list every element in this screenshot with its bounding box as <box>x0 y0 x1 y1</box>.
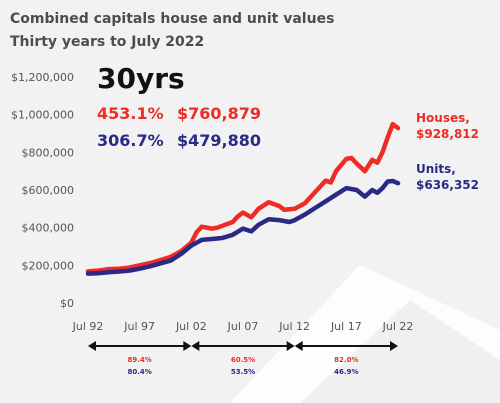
headline-30yrs: 30yrs <box>97 62 185 95</box>
houses-value-change: $760,879 <box>177 104 262 123</box>
period-arrow-head-right <box>390 341 398 351</box>
period-arrow-head-left <box>88 341 96 351</box>
period-units-growth: 80.4% <box>128 368 152 376</box>
y-tick-label: $200,000 <box>22 259 75 272</box>
period-arrow-head-left <box>294 341 303 351</box>
chart-subtitle: Thirty years to July 2022 <box>10 34 205 50</box>
x-tick-label: Jul 17 <box>330 320 362 333</box>
series-value-units: $636,352 <box>416 178 479 192</box>
period-houses-growth: 82.0% <box>334 356 358 364</box>
y-tick-label: $800,000 <box>22 146 75 159</box>
houses-growth-pct: 453.1% <box>97 104 164 123</box>
x-tick-label: Jul 02 <box>175 320 207 333</box>
x-tick-label: Jul 12 <box>278 320 310 333</box>
x-tick-label: Jul 97 <box>123 320 155 333</box>
period-units-growth: 46.9% <box>334 368 358 376</box>
period-arrow-head-right <box>286 341 295 351</box>
series-value-houses: $928,812 <box>416 127 479 141</box>
y-tick-label: $400,000 <box>22 222 75 235</box>
units-growth-pct: 306.7% <box>97 131 164 150</box>
y-tick-label: $1,000,000 <box>11 109 74 122</box>
period-arrow-head-left <box>191 341 200 351</box>
period-houses-growth: 89.4% <box>128 356 152 364</box>
y-tick-label: $0 <box>60 297 74 310</box>
period-units-growth: 53.5% <box>231 368 255 376</box>
period-arrow-head-right <box>183 341 192 351</box>
period-houses-growth: 60.5% <box>231 356 255 364</box>
series-line-units <box>85 178 401 276</box>
x-tick-label: Jul 22 <box>382 320 414 333</box>
units-value-change: $479,880 <box>177 131 262 150</box>
x-tick-label: Jul 07 <box>227 320 259 333</box>
y-tick-label: $600,000 <box>22 184 75 197</box>
x-tick-label: Jul 92 <box>72 320 104 333</box>
chart-title: Combined capitals house and unit values <box>10 11 335 27</box>
y-tick-label: $1,200,000 <box>11 71 74 84</box>
series-line-houses <box>85 121 401 274</box>
series-label-units: Units, <box>416 162 456 176</box>
series-label-houses: Houses, <box>416 111 470 125</box>
